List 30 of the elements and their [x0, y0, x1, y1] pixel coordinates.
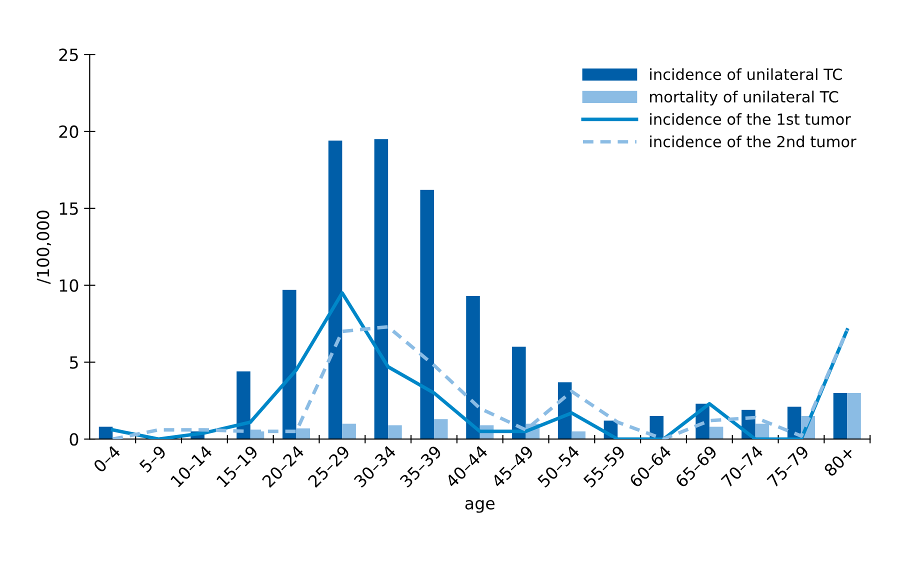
bar [282, 290, 296, 440]
y-axis-title: /100,000 [36, 210, 51, 284]
bar [833, 392, 848, 440]
bar [434, 419, 448, 440]
bar [466, 296, 480, 440]
bar [572, 431, 586, 440]
y-tick-label: 0 [70, 433, 78, 446]
bar [236, 371, 250, 440]
bar [342, 424, 356, 440]
y-tick-label: 10 [60, 279, 78, 292]
x-tick-label: 5–9 [138, 444, 167, 473]
bar [374, 139, 388, 440]
x-tick-label: 0–4 [92, 444, 122, 474]
x-tick-label: 80+ [823, 445, 856, 478]
y-tick-label: 5 [70, 356, 78, 369]
bar [388, 425, 402, 440]
legend-label: incidence of unilateral TC [650, 68, 842, 80]
bar [709, 426, 724, 440]
bar [420, 190, 434, 440]
line-series [110, 325, 849, 440]
y-tick-label: 20 [59, 125, 78, 138]
legend-label: mortality of unilateral TC [650, 90, 838, 106]
y-tick-label: 15 [60, 202, 78, 215]
y-tick-label: 25 [59, 48, 78, 62]
bar [328, 140, 342, 440]
legend-label: incidence of the 2nd tumor [650, 136, 856, 148]
legend-label: incidence of the 1st tumor [650, 113, 851, 125]
x-axis-title: age [465, 500, 495, 513]
bar [847, 392, 861, 440]
bar [512, 346, 526, 440]
